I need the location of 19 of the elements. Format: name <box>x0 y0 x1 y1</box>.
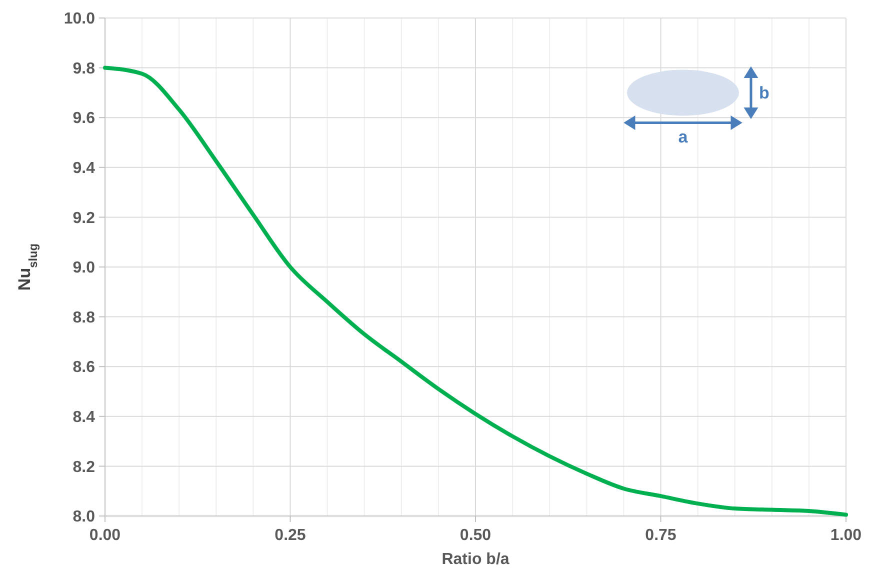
y-tick-label: 8.6 <box>72 359 96 376</box>
x-tick-label: 0.25 <box>274 527 306 544</box>
x-tick-label: 0.00 <box>89 527 121 544</box>
x-axis-title: Ratio b/a <box>442 551 510 568</box>
x-tick-label: 0.50 <box>460 527 492 544</box>
y-tick-label: 8.4 <box>72 409 96 426</box>
y-tick-label: 9.0 <box>72 260 96 277</box>
y-tick-label: 9.6 <box>72 110 96 128</box>
y-tick-label: 10.0 <box>64 10 96 28</box>
y-tick-label: 9.4 <box>72 160 96 177</box>
y-tick-label: 9.8 <box>72 60 96 78</box>
y-tick-label: 9.2 <box>72 210 96 227</box>
y-tick-label: 8.2 <box>72 458 96 476</box>
annotation: b <box>758 84 770 103</box>
x-tick-label: 1.00 <box>830 527 862 544</box>
annotation: a <box>678 128 688 147</box>
y-tick-label: 8.8 <box>72 309 96 326</box>
y-tick-label: 8.0 <box>72 508 96 526</box>
x-tick-label: 0.75 <box>645 527 676 544</box>
